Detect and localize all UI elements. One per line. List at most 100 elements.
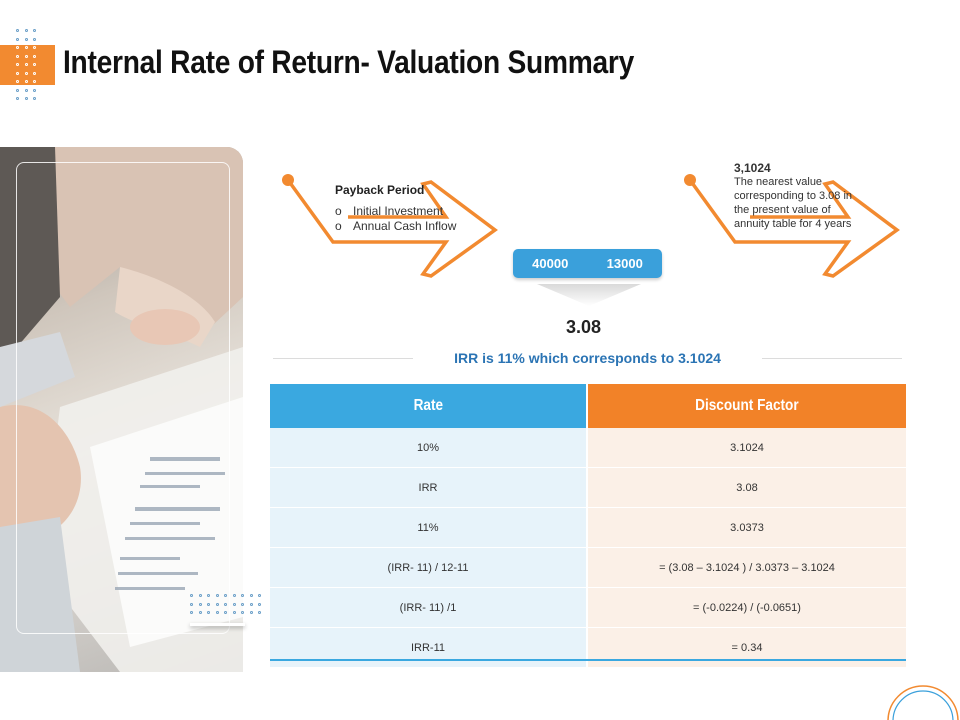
table-header-row: Rate Discount Factor — [270, 384, 906, 428]
column-header-discount-factor: Discount Factor — [587, 384, 906, 428]
list-item-text: Annual Cash Inflow — [353, 219, 457, 233]
result-value: 3.08 — [566, 317, 602, 337]
dot — [258, 611, 261, 614]
dot — [258, 602, 261, 606]
dot — [215, 602, 219, 606]
dot — [16, 54, 19, 58]
irr-statement: IRR is 11% which corresponds to 3.1024 — [454, 350, 721, 366]
dot — [16, 97, 19, 100]
dot — [16, 71, 19, 75]
photo-illustration — [0, 147, 243, 672]
dot — [224, 611, 227, 614]
valuation-table: Rate Discount Factor 10% 3.1024 IRR 3.08… — [270, 384, 906, 668]
note-body: The nearest value corresponding to 3.08 … — [734, 176, 853, 230]
rate-cell: 11% — [270, 507, 588, 548]
dot — [224, 602, 227, 606]
dot — [232, 602, 236, 606]
dot — [16, 63, 19, 66]
table-row: IRR-11 = 0.34 — [270, 627, 906, 668]
page-title: Internal Rate of Return- Valuation Summa… — [63, 44, 634, 80]
dot — [190, 611, 193, 614]
discount-factor-cell: = (3.08 – 3.1024 ) / 3.0373 – 3.1024 — [587, 547, 906, 588]
dot — [249, 602, 253, 606]
bullet-icon: o — [335, 204, 342, 218]
list-item: o Annual Cash Inflow — [335, 219, 456, 234]
dot — [24, 54, 28, 58]
dot — [215, 611, 219, 614]
dot — [224, 594, 227, 597]
dot — [232, 594, 236, 597]
values-pill: 40000 13000 — [513, 249, 662, 278]
dot — [207, 602, 210, 606]
rate-cell: IRR — [270, 467, 588, 508]
dot — [232, 611, 236, 614]
dot — [241, 611, 244, 614]
dot — [198, 611, 202, 614]
dot — [207, 611, 210, 614]
corner-circle-decoration — [887, 685, 959, 720]
table-row: IRR 3.08 — [270, 467, 906, 508]
dot — [24, 46, 28, 49]
table-row: (IRR- 11) / 12-11 = (3.08 – 3.1024 ) / 3… — [270, 547, 906, 588]
dot — [33, 29, 36, 32]
dot — [24, 29, 28, 32]
dot — [24, 97, 28, 100]
dot — [16, 46, 19, 49]
dot — [33, 71, 36, 75]
dot — [16, 29, 19, 32]
table-row: 11% 3.0373 — [270, 507, 906, 548]
bullet-icon: o — [335, 219, 342, 233]
funnel-shape — [537, 284, 641, 306]
dot — [33, 88, 36, 92]
dot — [33, 54, 36, 58]
dot — [16, 37, 19, 41]
left-arrow-graphic — [282, 174, 498, 278]
dot — [33, 37, 36, 41]
rate-cell: (IRR- 11) /1 — [270, 587, 588, 628]
discount-factor-cell: 3.0373 — [587, 507, 906, 548]
annuity-note: 3,1024 The nearest value corresponding t… — [734, 161, 864, 231]
divider-right — [762, 358, 902, 359]
discount-factor-cell: = 0.34 — [587, 627, 906, 668]
table-bottom-border — [270, 659, 906, 661]
pill-value-investment: 40000 — [532, 256, 569, 271]
dot — [33, 46, 36, 49]
dot — [249, 594, 253, 597]
dot — [190, 594, 193, 597]
discount-factor-cell: 3.1024 — [587, 428, 906, 468]
dot — [241, 602, 244, 606]
photo-frame — [16, 162, 230, 634]
dot — [207, 594, 210, 597]
dot — [24, 63, 28, 66]
business-meeting-photo — [0, 147, 243, 672]
dot — [198, 594, 202, 597]
dot — [24, 71, 28, 75]
list-item-text: Initial Investment — [353, 204, 444, 218]
decorative-bar — [190, 623, 245, 626]
dot — [241, 594, 244, 597]
dot — [249, 611, 253, 614]
table-row: 10% 3.1024 — [270, 428, 906, 468]
discount-factor-cell: 3.08 — [587, 467, 906, 508]
list-item: o Initial Investment — [335, 204, 456, 219]
dot — [24, 37, 28, 41]
pill-value-inflow: 13000 — [606, 256, 643, 271]
dot — [33, 63, 36, 66]
table-row: (IRR- 11) /1 = (-0.0224) / (-0.0651) — [270, 587, 906, 628]
dot — [24, 88, 28, 92]
rate-cell: IRR-11 — [270, 627, 588, 668]
dot — [33, 97, 36, 100]
dot — [24, 80, 28, 83]
note-heading: 3,1024 — [734, 161, 771, 175]
dot — [190, 602, 193, 606]
dot — [258, 594, 261, 597]
irr-statement-row: IRR is 11% which corresponds to 3.1024 — [0, 350, 960, 366]
rate-cell: 10% — [270, 428, 588, 468]
rate-cell: (IRR- 11) / 12-11 — [270, 547, 588, 588]
accent-block — [0, 45, 55, 85]
column-header-rate: Rate — [270, 384, 588, 428]
payback-heading: Payback Period — [335, 183, 425, 197]
discount-factor-cell: = (-0.0224) / (-0.0651) — [587, 587, 906, 628]
dot — [215, 594, 219, 597]
payback-period-block: Payback Period o Initial Investment o An… — [335, 183, 456, 234]
